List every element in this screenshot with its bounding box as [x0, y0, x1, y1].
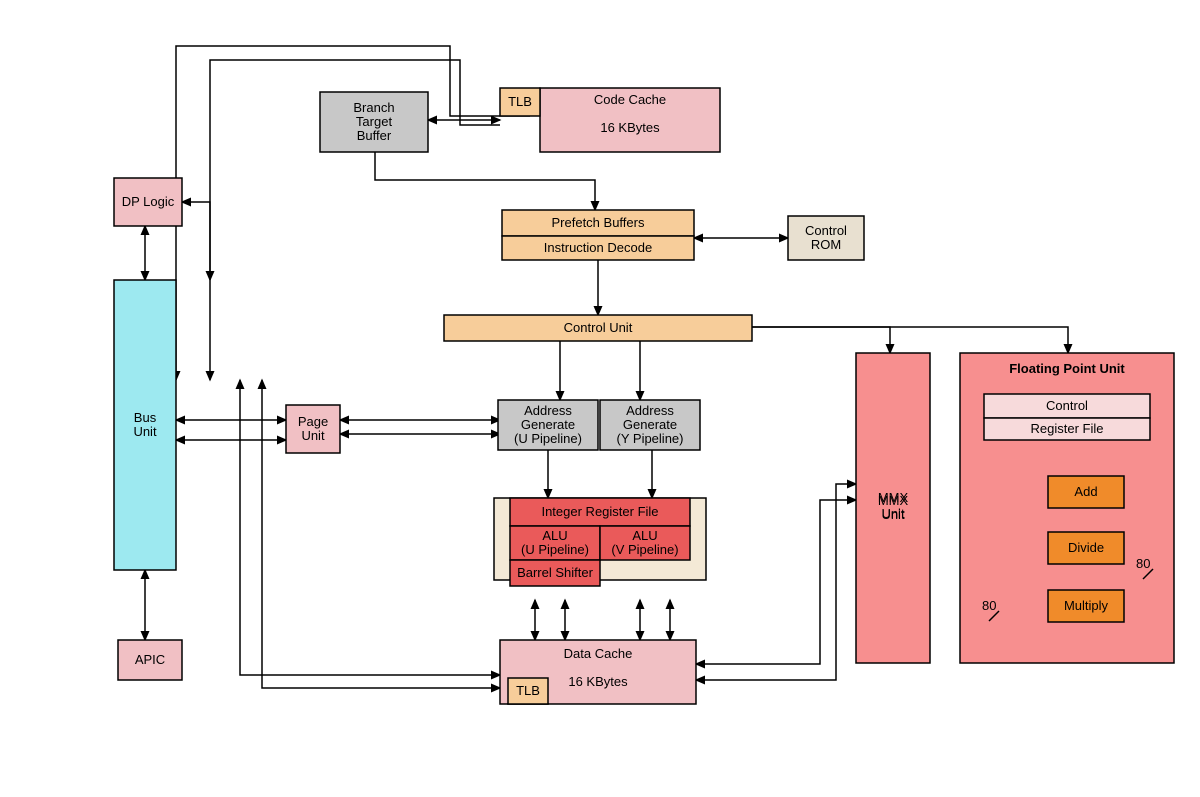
node-label: DP Logic: [122, 194, 175, 209]
node-label: TLB: [516, 683, 540, 698]
bus-width-label: 80: [1136, 556, 1150, 571]
node-label: Branch: [353, 100, 394, 115]
node-dp: DP Logic: [114, 178, 182, 226]
node-agy: AddressGenerate(Y Pipeline): [600, 400, 700, 450]
node-label: Address: [626, 403, 674, 418]
fpu-title: Floating Point Unit: [1009, 361, 1125, 376]
data-cache-size: 16 KBytes: [568, 674, 628, 689]
node-label: (U Pipeline): [514, 431, 582, 446]
node-page: PageUnit: [286, 405, 340, 453]
node-label: Instruction Decode: [544, 240, 652, 255]
node-fpuCtrl: Control: [984, 394, 1150, 418]
node-label: Unit: [301, 428, 325, 443]
node-divide: Divide: [1048, 532, 1124, 564]
node-label: Unit: [133, 424, 157, 439]
node-apic: APIC: [118, 640, 182, 680]
node-label: ALU: [542, 528, 567, 543]
mmx-label: MMX: [878, 490, 909, 505]
node-add: Add: [1048, 476, 1124, 508]
node-label: TLB: [508, 94, 532, 109]
node-label: Address: [524, 403, 572, 418]
node-label: Control Unit: [564, 320, 633, 335]
node-label: Integer Register File: [541, 504, 658, 519]
node-fpuRF: Register File: [984, 418, 1150, 440]
code-cache-label: Code Cache: [594, 92, 666, 107]
node-bus: BusUnit: [114, 280, 176, 570]
code-cache-size: 16 KBytes: [600, 120, 660, 135]
node-label: Multiply: [1064, 598, 1109, 613]
node-barrel: Barrel Shifter: [510, 560, 600, 586]
node-intReg: Integer Register File: [510, 498, 690, 526]
node-label: Generate: [521, 417, 575, 432]
node-control: Control Unit: [444, 315, 752, 341]
node-aluV: ALU(V Pipeline): [600, 526, 690, 560]
node-decode: Instruction Decode: [502, 236, 694, 260]
node-label: APIC: [135, 652, 165, 667]
node-crom: ControlROM: [788, 216, 864, 260]
node-label: (Y Pipeline): [617, 431, 684, 446]
node-label: Add: [1074, 484, 1097, 499]
diagram-canvas: MMXUnitCode Cache16 KBytesData Cache16 K…: [0, 0, 1200, 797]
node-agu: AddressGenerate(U Pipeline): [498, 400, 598, 450]
node-label: (U Pipeline): [521, 542, 589, 557]
mmx-label: Unit: [881, 506, 905, 521]
node-multiply: Multiply: [1048, 590, 1124, 622]
node-label: (V Pipeline): [611, 542, 678, 557]
node-label: Bus: [134, 410, 157, 425]
data-cache-label: Data Cache: [564, 646, 633, 661]
node-label: Buffer: [357, 128, 392, 143]
node-label: Control: [805, 223, 847, 238]
node-label: Register File: [1031, 421, 1104, 436]
node-label: ALU: [632, 528, 657, 543]
node-btb: BranchTargetBuffer: [320, 92, 428, 152]
node-prefetch: Prefetch Buffers: [502, 210, 694, 236]
node-label: Divide: [1068, 540, 1104, 555]
bus-width-label: 80: [982, 598, 996, 613]
node-label: ROM: [811, 237, 841, 252]
node-tlb1: TLB: [500, 88, 540, 116]
node-label: Page: [298, 414, 328, 429]
node-aluU: ALU(U Pipeline): [510, 526, 600, 560]
node-label: Control: [1046, 398, 1088, 413]
node-label: Generate: [623, 417, 677, 432]
node-label: Barrel Shifter: [517, 565, 594, 580]
node-tlb2: TLB: [508, 678, 548, 704]
node-label: Target: [356, 114, 393, 129]
node-label: Prefetch Buffers: [552, 215, 645, 230]
